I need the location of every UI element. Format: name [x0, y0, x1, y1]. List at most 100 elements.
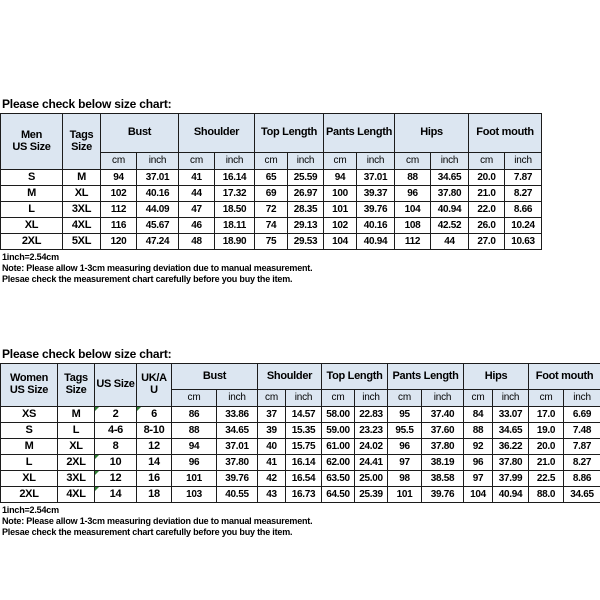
cell-value: 15.75	[285, 438, 322, 455]
cell-value: 25.59	[287, 169, 324, 186]
cell-value: 94	[323, 169, 357, 186]
group-header-shoulder: Shoulder	[178, 113, 255, 153]
measuring-deviation-note: Note: Please allow 1-3cm measuring devia…	[2, 516, 313, 526]
unit-header-inch: inch	[420, 389, 465, 407]
women-size-table: Women US Size Tags Size US Size UK/A U Bust Shou…	[0, 363, 600, 503]
cell-value: 37.80	[430, 185, 470, 202]
cell-value: 37.99	[492, 470, 530, 487]
cell-value: 39.76	[355, 201, 396, 218]
cell-value: 104	[463, 486, 494, 503]
women-table-header: Women US Size Tags Size US Size UK/A U Bust Shou…	[0, 363, 600, 407]
cell-value: 65	[254, 169, 288, 186]
cell-value: 112	[100, 201, 137, 218]
cell-value: 69	[254, 185, 288, 202]
unit-header-cm: cm	[387, 389, 422, 407]
cell-value: 63.50	[321, 470, 355, 487]
cell-value: 34.65	[563, 486, 600, 503]
cell-uk-number: 6	[136, 406, 172, 423]
cell-value: 34.65	[216, 422, 258, 439]
unit-header-inch: inch	[216, 389, 258, 407]
women-size-chart-section: Please check below size chart: Women US S…	[0, 347, 600, 538]
cell-value: 24.41	[354, 454, 388, 471]
cell-value: 92	[463, 438, 494, 455]
group-header-top-length: Top Length	[321, 363, 388, 390]
cell-value: 16.14	[214, 169, 255, 186]
cell-value: 95	[387, 406, 422, 423]
cell-tag-size: M	[62, 169, 101, 186]
cell-value: 34.65	[492, 422, 530, 439]
table-row: XL 4XL 116 45.67 46 18.11 74 29.13 102 40.16 108 42…	[0, 217, 543, 234]
cell-value: 42.52	[430, 217, 470, 234]
cell-us-size: L	[0, 454, 58, 471]
group-header-bust: Bust	[100, 113, 179, 153]
cell-value: 96	[171, 454, 217, 471]
cell-value: 75	[254, 233, 288, 250]
women-chart-notes: 1inch=2.54cm Note: Please allow 1-3cm me…	[0, 505, 600, 538]
cell-value: 38.19	[420, 454, 465, 471]
cell-value: 40.94	[492, 486, 530, 503]
table-row: L 2XL 10 14 96 37.80 41 16.14 62.00 24.41 97 38.19 9…	[0, 454, 600, 471]
cell-us-size: L	[0, 201, 63, 218]
unit-header-cm: cm	[321, 389, 355, 407]
cell-value: 58.00	[321, 406, 355, 423]
unit-header-cm: cm	[468, 152, 506, 170]
cell-value: 47.24	[136, 233, 179, 250]
cell-value: 20.0	[528, 438, 565, 455]
unit-header-cm: cm	[394, 152, 432, 170]
men-us-size-column-header: Men US Size	[0, 113, 63, 170]
inch-conversion-note: 1inch=2.54cm	[2, 505, 59, 515]
cell-value: 112	[394, 233, 432, 250]
men-table-body: S M 94 37.01 41 16.14 65 25.59 94 37.01 88 34.65 20.…	[0, 169, 543, 250]
cell-value: 10.24	[504, 217, 543, 234]
cell-value: 100	[323, 185, 357, 202]
cell-value: 48	[178, 233, 215, 250]
unit-header-inch: inch	[287, 152, 324, 170]
group-header-top-length: Top Length	[254, 113, 324, 153]
cell-value: 42	[257, 470, 286, 487]
unit-header-inch: inch	[354, 389, 388, 407]
cell-value: 40.55	[216, 486, 258, 503]
cell-value: 21.0	[468, 185, 506, 202]
men-chart-notes: 1inch=2.54cm Note: Please allow 1-3cm me…	[0, 252, 600, 285]
cell-value: 45.67	[136, 217, 179, 234]
cell-tag-size: XL	[57, 438, 95, 455]
cell-value: 37.01	[136, 169, 179, 186]
unit-header-inch: inch	[492, 389, 530, 407]
cell-value: 18.90	[214, 233, 255, 250]
cell-tag-size: 5XL	[62, 233, 101, 250]
cell-value: 33.86	[216, 406, 258, 423]
cell-value: 102	[323, 217, 357, 234]
cell-us-number: 14	[94, 486, 137, 503]
cell-value: 88	[394, 169, 432, 186]
cell-value: 28.35	[287, 201, 324, 218]
cell-value: 21.0	[528, 454, 565, 471]
cell-tag-size: 4XL	[57, 486, 95, 503]
cell-us-size: S	[0, 169, 63, 186]
cell-value: 7.87	[504, 169, 543, 186]
unit-header-inch: inch	[563, 389, 600, 407]
cell-us-size: 2XL	[0, 486, 58, 503]
cell-value: 44.09	[136, 201, 179, 218]
measuring-deviation-note: Note: Please allow 1-3cm measuring devia…	[2, 263, 313, 273]
cell-value: 88	[463, 422, 494, 439]
cell-value: 43	[257, 486, 286, 503]
unit-header-cm: cm	[528, 389, 565, 407]
cell-tag-size: 4XL	[62, 217, 101, 234]
cell-value: 41	[178, 169, 215, 186]
cell-value: 36.22	[492, 438, 530, 455]
cell-value: 44	[178, 185, 215, 202]
cell-value: 16.54	[285, 470, 322, 487]
unit-header-cm: cm	[100, 152, 137, 170]
unit-header-inch: inch	[355, 152, 396, 170]
cell-value: 101	[171, 470, 217, 487]
cell-value: 34.65	[430, 169, 470, 186]
cell-value: 14.57	[285, 406, 322, 423]
cell-value: 39.37	[355, 185, 396, 202]
men-table-header: Men US Size Tags Size Bust Shoulder Top Length…	[0, 113, 543, 170]
cell-uk-number: 16	[136, 470, 172, 487]
check-chart-note: Plesae check the measurement chart caref…	[2, 527, 293, 537]
cell-us-size: S	[0, 422, 58, 439]
table-row: S L 4-6 8-10 88 34.65 39 15.35 59.00 23.23 95.5 37.…	[0, 422, 600, 439]
cell-value: 101	[387, 486, 422, 503]
cell-value: 44	[430, 233, 470, 250]
